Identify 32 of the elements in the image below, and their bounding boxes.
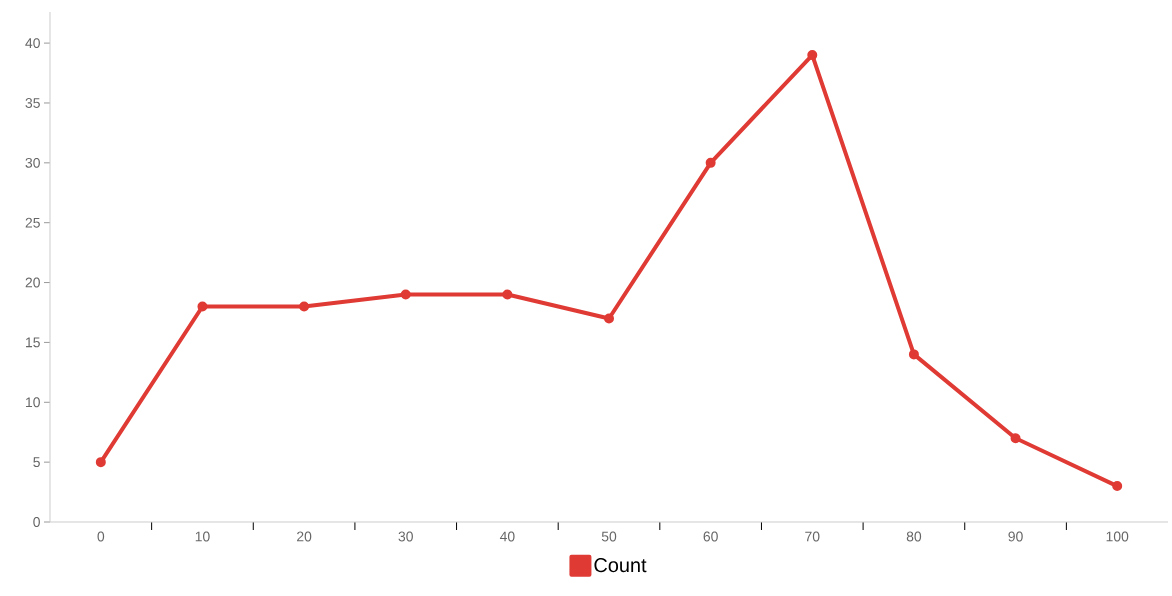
point	[1112, 481, 1123, 492]
point	[197, 301, 208, 312]
point	[807, 50, 818, 61]
y-tick-label: 40	[25, 38, 40, 49]
y-tick-label: 20	[25, 277, 40, 288]
point	[95, 457, 106, 468]
point	[1010, 433, 1021, 444]
legend-label: Count	[594, 558, 647, 573]
y-tick-label: 5	[33, 457, 40, 468]
point	[705, 157, 716, 168]
x-tick-label: 0	[97, 531, 105, 542]
x-tick-label: 80	[906, 531, 922, 542]
y-tick-label: 0	[33, 517, 40, 527]
x-tick-label: 50	[601, 531, 617, 542]
point	[908, 349, 919, 360]
y-tick-label: 30	[25, 157, 40, 168]
y-tick-label: 25	[25, 217, 40, 228]
point	[502, 289, 513, 300]
x-tick-label: 40	[499, 531, 515, 542]
x-tick-label: 70	[805, 531, 820, 542]
x-tick-label: 90	[1008, 531, 1023, 542]
x-tick-label: 10	[195, 531, 210, 542]
y-tick-label: 35	[25, 98, 40, 108]
x-tick-label: 60	[703, 531, 718, 542]
point	[299, 301, 310, 312]
point	[604, 313, 615, 324]
y-tick-label: 10	[26, 397, 40, 408]
y-tick-label: 15	[26, 337, 40, 348]
x-tick-label: 100	[1106, 531, 1129, 542]
x-tick-label: 30	[398, 531, 413, 542]
point	[400, 289, 411, 300]
x-tick-label: 20	[297, 531, 312, 542]
